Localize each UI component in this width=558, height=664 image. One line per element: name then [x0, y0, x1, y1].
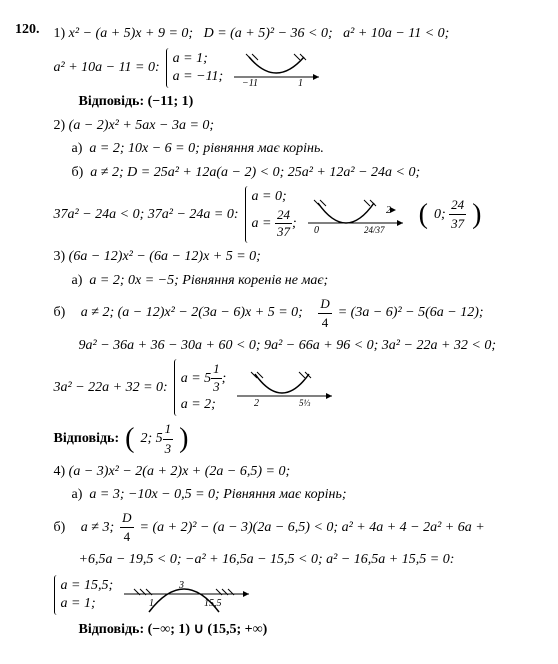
p2-b-eq: a ≠ 2; D = 25a² + 12a(a − 2) < 0; 25a² +… — [90, 165, 420, 180]
p2-b-eq2: 37a² − 24a < 0; 37a² − 24a = 0: — [54, 207, 239, 222]
p1-graph: −11 1 — [234, 49, 324, 87]
p4-a-label: а) — [72, 487, 83, 502]
p1-disc: D = (a + 5)² − 36 < 0; — [204, 26, 333, 41]
lp3: ( — [125, 428, 134, 450]
p2-int-frac: 2437 — [449, 196, 466, 233]
p2-br2-post: ; — [292, 216, 297, 231]
p3-l3: 3a² − 22a + 32 = 0: — [54, 380, 168, 395]
p2-a-eq: a = 2; 10x − 6 = 0; рівняння має корінь. — [89, 141, 323, 156]
p2-line3: 37a² − 24a < 0; 37a² − 24a = 0: a = 0; a… — [54, 186, 542, 243]
p4-br1: a = 15,5; — [61, 578, 114, 593]
p2-br2-pre: a = — [252, 216, 275, 231]
p4-answer: Відповідь: (−∞; 1) ∪ (15,5; +∞) — [79, 620, 542, 640]
p4-num: 4) — [54, 464, 66, 479]
p3-num: 3) — [54, 249, 66, 264]
p4-b-label: б) — [54, 518, 66, 538]
p1-num: 1) — [54, 26, 66, 41]
p2-int-pre: 0; — [434, 207, 449, 222]
p3-dfrac: D4 — [318, 295, 331, 332]
svg-text:0: 0 — [314, 225, 319, 235]
lp: ( — [419, 204, 428, 226]
p1-eq3: a² + 10a − 11 = 0: — [54, 60, 160, 75]
p4-ans: (−∞; 1) ∪ (15,5; +∞) — [148, 622, 268, 637]
rp3: ) — [179, 428, 188, 450]
p4-line2: +6,5a − 19,5 < 0; −a² + 16,5a − 15,5 < 0… — [79, 550, 542, 570]
p3-line3: 3a² − 22a + 32 = 0: a = 513; a = 2; 2 5⅓ — [54, 359, 542, 416]
p1-br1: a = 1; — [173, 51, 208, 66]
p4-graph: 3 1 15,5 — [124, 574, 254, 616]
content: 1) x² − (a + 5)x + 9 = 0; D = (a + 5)² −… — [54, 20, 542, 644]
problem-number: 120. — [15, 20, 50, 40]
p4-eq1: (a − 3)x² − 2(a + 2)x + (2a − 6,5) = 0; — [69, 464, 290, 479]
p3-graph: 2 5⅓ — [237, 368, 337, 408]
svg-text:5⅓: 5⅓ — [299, 398, 311, 408]
p2-br1: a = 0; — [252, 189, 287, 204]
p2-bracket: a = 0; a = 2437; — [245, 186, 297, 243]
p3-b-label: б) — [54, 303, 66, 323]
p4-br2: a = 1; — [61, 596, 96, 611]
p1-eq2: a² + 10a − 11 < 0; — [343, 26, 449, 41]
p3-b-eq: a ≠ 2; (a − 12)x² − 2(3a − 6)x + 5 = 0; — [81, 305, 303, 320]
p3-b: б) a ≠ 2; (a − 12)x² − 2(3a − 6)x + 5 = … — [54, 295, 542, 332]
p2-br2-frac: 2437 — [275, 207, 292, 242]
p1-answer: Відповідь: (−11; 1) — [79, 92, 542, 112]
p4-l2: +6,5a − 19,5 < 0; −a² + 16,5a − 15,5 < 0… — [79, 552, 455, 567]
p4-line3: a = 15,5; a = 1; 3 1 15,5 — [54, 574, 542, 616]
p3-line2: 9a² − 36a + 36 − 30a + 60 < 0; 9a² − 66a… — [79, 336, 542, 356]
p2-a-label: а) — [72, 141, 83, 156]
p2-a: а) a = 2; 10x − 6 = 0; рівняння має корі… — [72, 139, 542, 159]
p2-line1: 2) (a − 2)x² + 5ax − 3a = 0; — [54, 116, 542, 136]
p3-ans-label: Відповідь: — [54, 429, 120, 449]
p4-b: б) a ≠ 3; D4 = (a + 2)² − (a − 3)(2a − 6… — [54, 509, 542, 546]
p3-br1-pre: a = 5 — [181, 371, 211, 386]
p3-answer: Відповідь: ( 2; 513 ) — [54, 420, 542, 457]
p3-a: а) a = 2; 0x = −5; Рівняння коренів не м… — [72, 271, 542, 291]
p1-eq1: x² − (a + 5)x + 9 = 0; — [69, 26, 193, 41]
svg-text:−11: −11 — [242, 78, 258, 87]
p4-ans-label: Відповідь: — [79, 622, 145, 637]
svg-text:3: 3 — [178, 580, 184, 591]
problem-container: 120. 1) x² − (a + 5)x + 9 = 0; D = (a + … — [15, 20, 543, 644]
p3-beq2: = (3a − 6)² − 5(6a − 12); — [338, 305, 484, 320]
p2-graph: 0 24/37 2 — [308, 195, 408, 235]
p4-dfrac: D4 — [120, 509, 133, 546]
p2-b: б) a ≠ 2; D = 25a² + 12a(a − 2) < 0; 25a… — [72, 163, 542, 183]
p1-bracket: a = 1; a = −11; — [166, 48, 224, 88]
p4-line1: 4) (a − 3)x² − 2(a + 2)x + (2a − 6,5) = … — [54, 462, 542, 482]
svg-text:2: 2 — [254, 398, 259, 408]
p1-br2: a = −11; — [173, 69, 224, 84]
p3-br1-frac: 13 — [211, 361, 222, 396]
p3-l2: 9a² − 36a + 36 − 30a + 60 < 0; 9a² − 66a… — [79, 338, 497, 353]
p1-ans: (−11; 1) — [148, 94, 194, 109]
p1-line1: 1) x² − (a + 5)x + 9 = 0; D = (a + 5)² −… — [54, 24, 542, 44]
p4-a: а) a = 3; −10x − 0,5 = 0; Рівняння має к… — [72, 485, 542, 505]
p2-b-label: б) — [72, 165, 84, 180]
p3-br2: a = 2; — [181, 397, 216, 412]
p3-bracket: a = 513; a = 2; — [174, 359, 227, 416]
p3-a-label: а) — [72, 273, 83, 288]
svg-text:1: 1 — [149, 598, 154, 609]
p3-ans-frac: 13 — [163, 420, 174, 457]
rp: ) — [472, 204, 481, 226]
p3-eq1: (6a − 12)x² − (6a − 12)x + 5 = 0; — [69, 249, 261, 264]
p2-eq1: (a − 2)x² + 5ax − 3a = 0; — [69, 118, 214, 133]
p3-ans-pre: 2; 5 — [140, 431, 162, 446]
p4-b-eq: a ≠ 3; — [81, 520, 114, 535]
svg-text:15,5: 15,5 — [204, 598, 222, 609]
p1-ans-label: Відповідь: — [79, 94, 145, 109]
p4-bracket: a = 15,5; a = 1; — [54, 575, 114, 615]
p3-a-eq: a = 2; 0x = −5; Рівняння коренів не має; — [89, 273, 328, 288]
p1-line2: a² + 10a − 11 = 0: a = 1; a = −11; −11 1 — [54, 48, 542, 88]
p3-line1: 3) (6a − 12)x² − (6a − 12)x + 5 = 0; — [54, 247, 542, 267]
svg-text:24/37: 24/37 — [364, 225, 385, 235]
p4-beq2: = (a + 2)² − (a − 3)(2a − 6,5) < 0; a² +… — [140, 520, 485, 535]
svg-text:1: 1 — [298, 78, 303, 87]
p2-num: 2) — [54, 118, 66, 133]
p4-a-eq: a = 3; −10x − 0,5 = 0; Рівняння має корі… — [89, 487, 346, 502]
